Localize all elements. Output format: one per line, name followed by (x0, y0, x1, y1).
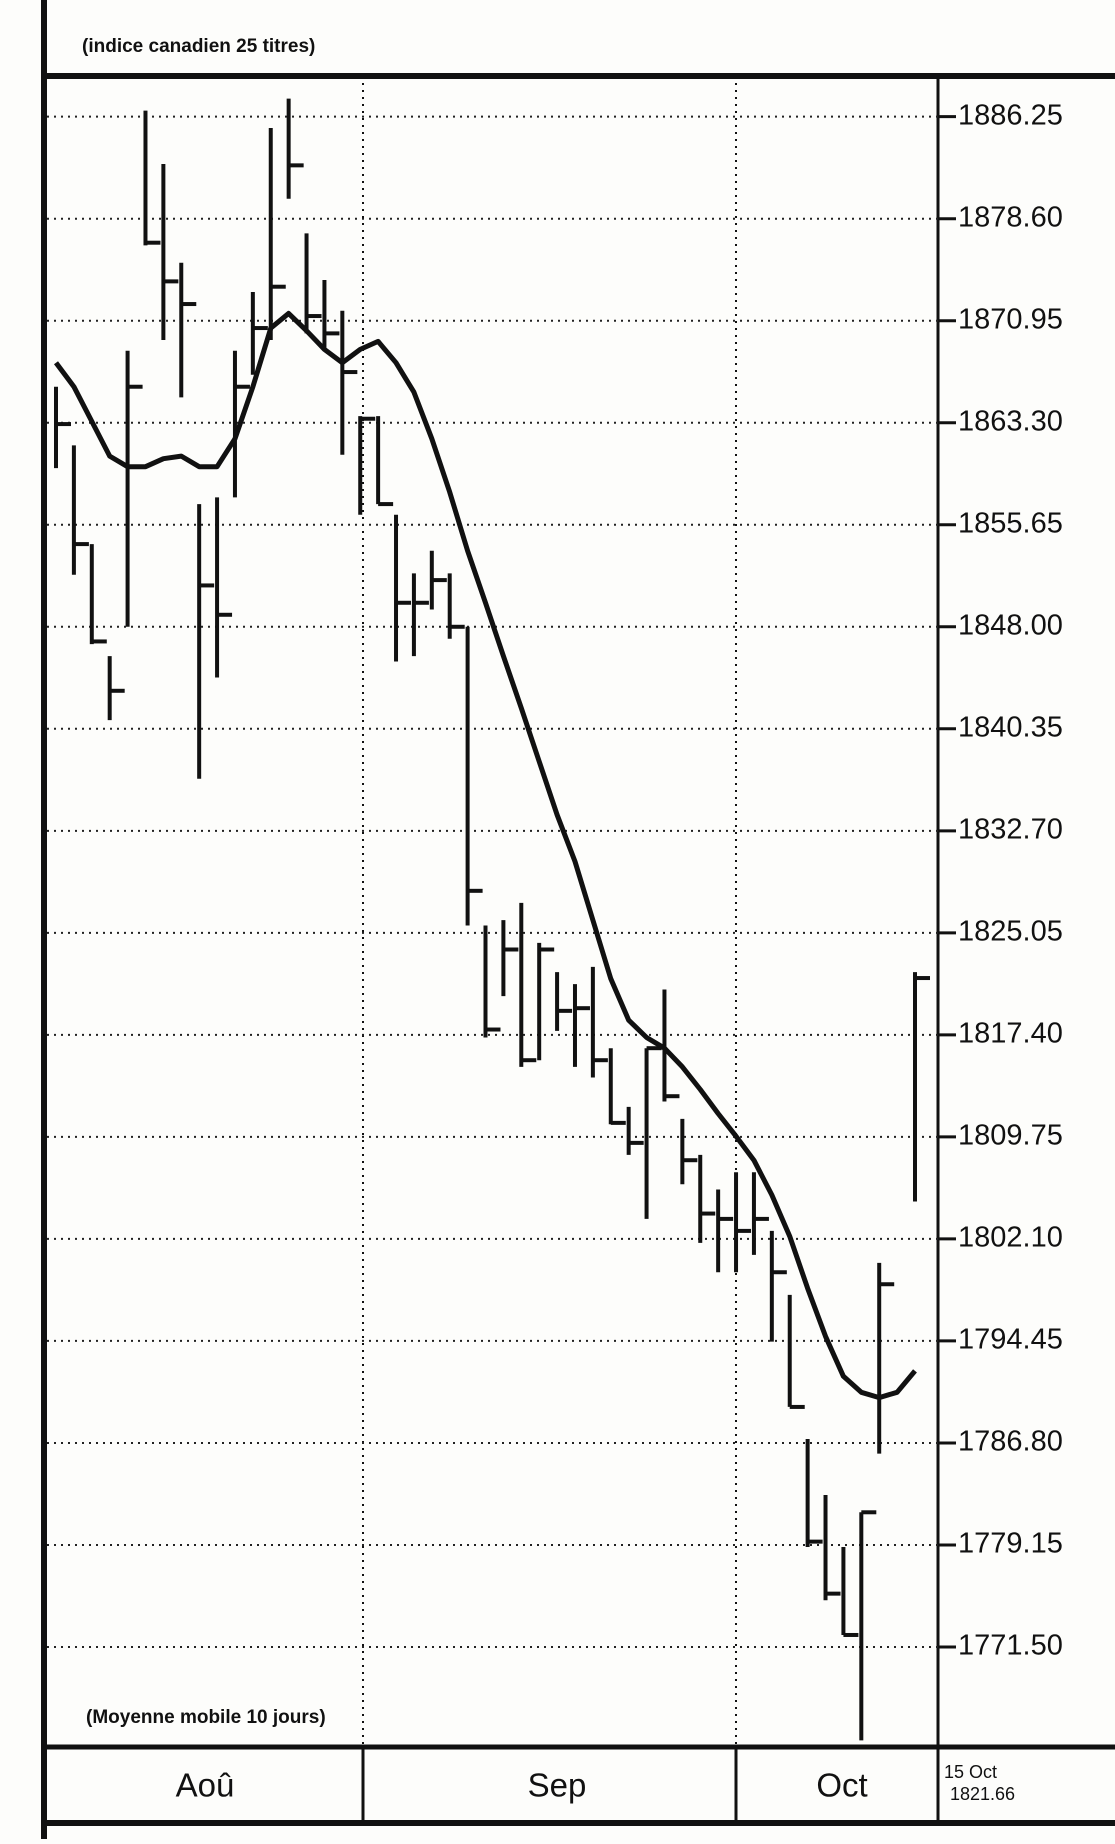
y-tick-label: 1886.25 (958, 99, 1063, 131)
y-tick-label: 1840.35 (958, 711, 1063, 743)
y-tick-label: 1825.05 (958, 915, 1063, 947)
last-date: 15 Oct (944, 1762, 997, 1782)
y-tick-label: 1863.30 (958, 405, 1063, 437)
y-tick-label: 1878.60 (958, 201, 1063, 233)
y-tick-label: 1855.65 (958, 507, 1063, 539)
y-tick-label: 1779.15 (958, 1528, 1063, 1560)
y-tick-label: 1832.70 (958, 813, 1063, 845)
month-label: Oct (816, 1767, 867, 1804)
last-value: 1821.66 (950, 1784, 1015, 1804)
month-label: Aoû (176, 1767, 235, 1804)
y-tick-label: 1794.45 (958, 1324, 1063, 1356)
y-tick-label: 1771.50 (958, 1630, 1063, 1662)
y-tick-label: 1870.95 (958, 303, 1063, 335)
annotation: (Moyenne mobile 10 jours) (86, 1707, 326, 1728)
y-tick-label: 1848.00 (958, 609, 1063, 641)
chart-title: (indice canadien 25 titres) (82, 36, 315, 57)
month-label: Sep (528, 1767, 587, 1804)
moving-average-line (53, 310, 917, 1401)
y-tick-label: 1786.80 (958, 1426, 1063, 1458)
frame (41, 0, 1115, 1839)
y-tick-label: 1809.75 (958, 1120, 1063, 1152)
y-tick-label: 1817.40 (958, 1018, 1063, 1050)
y-tick-label: 1802.10 (958, 1222, 1063, 1254)
